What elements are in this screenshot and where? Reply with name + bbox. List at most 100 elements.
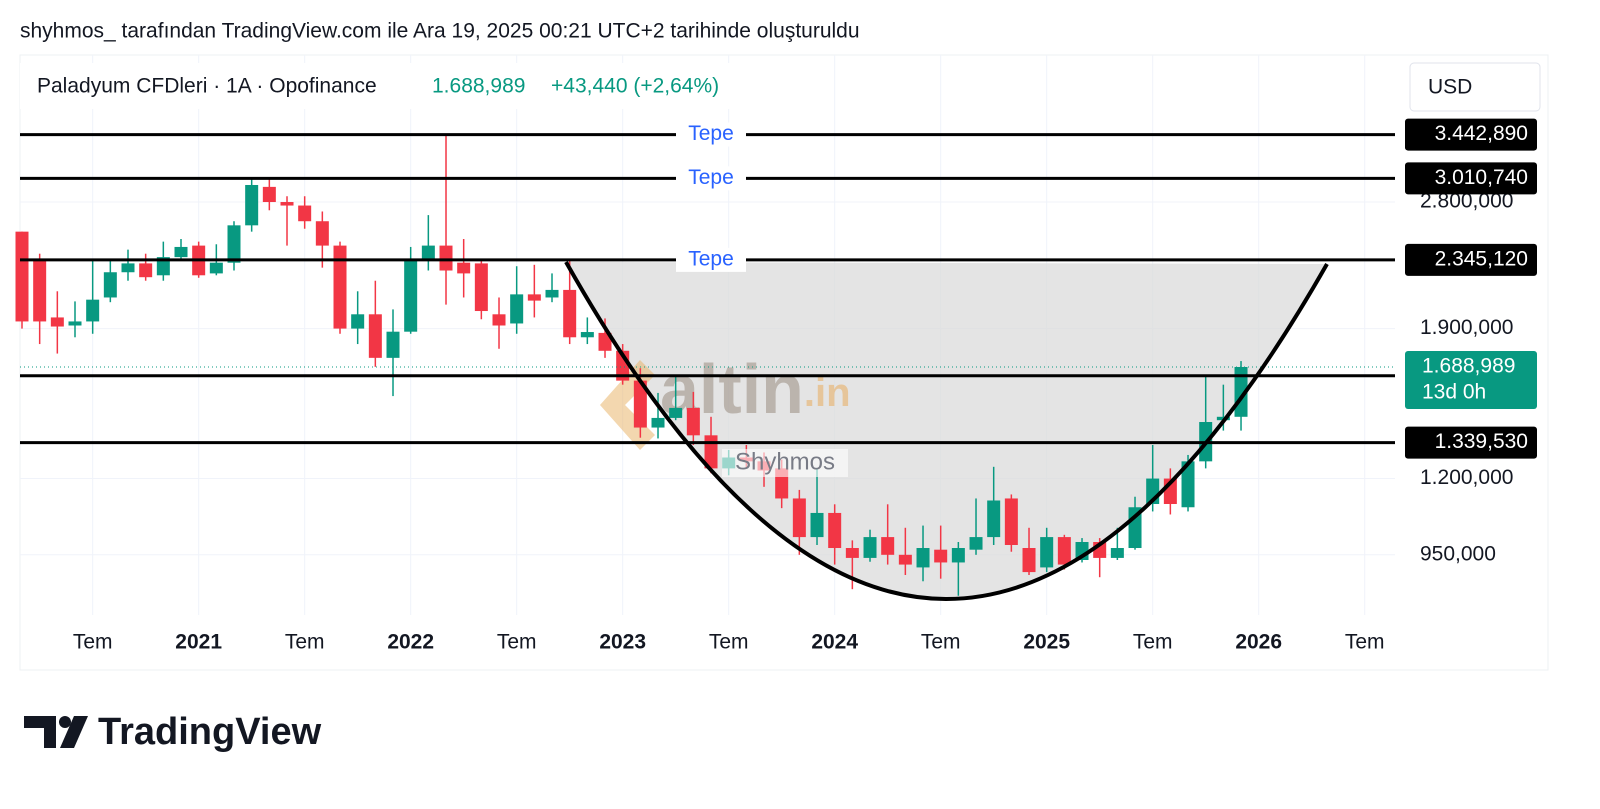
candle-body: [174, 246, 188, 258]
candle-body: [651, 417, 665, 428]
candle-body: [916, 548, 930, 568]
level-label: 2.345,120: [1435, 247, 1528, 270]
candle-body: [474, 263, 488, 312]
level-note-bg: [676, 166, 746, 191]
author-bg: [722, 449, 848, 477]
chart-frame: [19, 54, 1549, 671]
candle-body: [633, 380, 647, 428]
candle-body: [987, 500, 1001, 538]
symbol: Paladyum CFDleri · 1A · Opofinance: [37, 75, 377, 98]
level-box: [1405, 426, 1537, 459]
currency: USD: [1428, 76, 1472, 99]
x-tick-label: Tem: [497, 631, 537, 654]
currency-box[interactable]: [1409, 62, 1541, 112]
candle-body: [156, 257, 170, 276]
candle-body: [845, 548, 859, 558]
logo-text: TradingView: [98, 711, 322, 753]
level-box: [1405, 243, 1537, 276]
watermark-name: altin: [660, 350, 804, 428]
candle-body: [828, 512, 842, 549]
candle-body: [421, 245, 435, 261]
candle-body: [439, 245, 453, 271]
candle-body: [898, 554, 912, 565]
candle-body: [315, 221, 329, 246]
candle-body: [298, 205, 312, 222]
candle-body: [510, 294, 524, 324]
candle-body: [598, 332, 612, 351]
candle-body: [810, 512, 824, 538]
candle-body: [969, 537, 983, 550]
candle-body: [1004, 498, 1018, 545]
candle-body: [280, 202, 294, 206]
candle-body: [404, 260, 418, 332]
candle-body: [245, 184, 259, 226]
x-tick-label: 2021: [175, 631, 222, 654]
x-tick-label: 2024: [811, 631, 858, 654]
x-tick-label: 2025: [1023, 631, 1070, 654]
candle-body: [492, 314, 506, 326]
level-note: Tepe: [688, 166, 734, 189]
candle-body: [33, 260, 47, 322]
candle-body: [881, 537, 895, 555]
candle-body: [1181, 461, 1195, 508]
candle-body: [1022, 548, 1036, 573]
levels: Tepe Tepe Tepe: [20, 122, 1395, 445]
price-label: 1.688,989: [1422, 355, 1515, 378]
cup-curve: [564, 261, 1329, 601]
candle-body: [863, 537, 877, 558]
candle-body: [351, 314, 365, 329]
candle-body: [580, 332, 594, 338]
logo-mark: [24, 716, 56, 748]
candle-body: [333, 245, 347, 329]
level-note-bg: [676, 247, 746, 272]
level-note-bg: [676, 122, 746, 147]
level-box: [1405, 162, 1537, 195]
level-box: [1405, 118, 1537, 151]
candle-body: [86, 299, 100, 322]
logo-slash: [60, 716, 88, 748]
x-tick-label: Tem: [285, 631, 325, 654]
watermark-text: altin.in: [660, 350, 851, 428]
level-note: Tepe: [688, 247, 734, 270]
level-note: Tepe: [688, 122, 734, 145]
candle-body: [1057, 537, 1071, 565]
x-tick-label: Tem: [709, 631, 749, 654]
x-tick-label: Tem: [73, 631, 113, 654]
candle-body: [686, 407, 700, 436]
x-tick-label: Tem: [921, 631, 961, 654]
x-tick-label: Tem: [1133, 631, 1173, 654]
candle-body: [1040, 537, 1054, 568]
candle-body: [792, 498, 806, 538]
level-label: 1.339,530: [1435, 430, 1528, 453]
x-tick-label: 2026: [1235, 631, 1282, 654]
candle-body: [669, 407, 683, 418]
price-box: [1405, 351, 1537, 410]
y-tick-label: 2.800,000: [1420, 190, 1513, 213]
countdown: 13d 0h: [1422, 381, 1486, 404]
level-label: 3.010,740: [1435, 166, 1528, 189]
x-tick-label: 2022: [387, 631, 434, 654]
logo-dot: [59, 716, 71, 728]
candle-body: [527, 294, 541, 301]
candle-body: [227, 225, 241, 263]
candle-body: [1110, 548, 1124, 558]
x-tick-label: Tem: [1345, 631, 1385, 654]
cup-fill: [566, 262, 1327, 600]
candle-body: [209, 262, 223, 274]
logo: TradingView: [24, 711, 322, 753]
candle-body: [545, 289, 559, 298]
candle-body: [368, 314, 382, 358]
watermark-domain: .in: [804, 371, 851, 415]
legend-bg: [20, 63, 780, 109]
candle-body: [103, 272, 117, 298]
candle-body: [68, 321, 82, 326]
level-label: 3.442,890: [1435, 122, 1528, 145]
price-axis: 950,000 1.200,000 1.900,000 2.800,000 3.442,…: [1405, 118, 1537, 565]
candle-body: [139, 263, 153, 278]
y-tick-label: 950,000: [1420, 542, 1496, 565]
caption: shyhmos_ tarafından TradingView.com ile …: [20, 20, 860, 43]
candle-body: [50, 317, 64, 327]
header-price: 1.688,989: [432, 75, 525, 98]
